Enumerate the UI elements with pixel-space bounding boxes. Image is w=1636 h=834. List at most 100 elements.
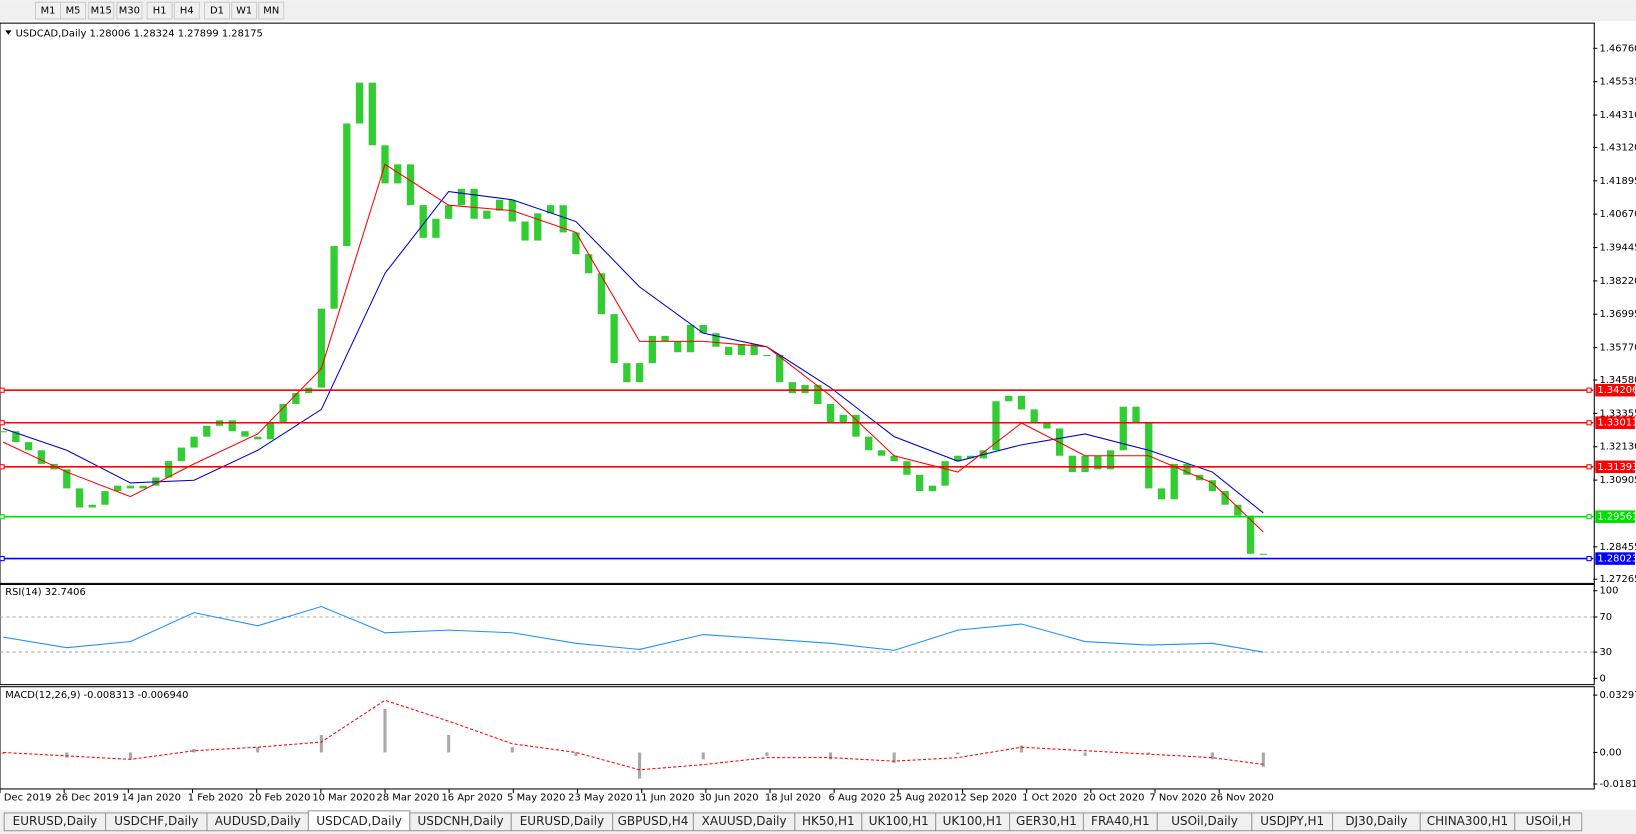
tab-label[interactable]: AUDUSD,Daily [215,814,301,828]
y-tick-label: 1.45535 [1599,77,1636,88]
candle [903,461,911,475]
timeframe-button[interactable] [173,1,200,20]
candle [1170,463,1178,500]
candle [597,273,606,315]
tab: USOil,H [1514,812,1583,832]
macd-panel [0,686,1595,790]
timeframe-button[interactable] [258,1,285,20]
date-label: 10 Mar 2020 [312,792,375,803]
level-price-label: 1.33011 [1597,418,1636,429]
candle [432,218,440,238]
tab-label[interactable]: XAUUSD,Daily [702,814,787,828]
tab: CHINA300,H1 [1419,812,1516,832]
macd-header: MACD(12,26,9) -0.008313 -0.006940 [5,690,188,701]
date-label: 7 Dec 2019 [0,792,51,803]
y-tick-label: 1.28455 [1599,542,1636,553]
candle [1030,409,1038,424]
tab: HK50,H1 [794,812,863,832]
y-tick-label: 70 [1599,612,1612,623]
candle [1094,455,1102,470]
tab-label[interactable]: USDJPY,H1 [1260,814,1324,828]
timeframe-button[interactable] [116,1,143,20]
macd-bar [1083,752,1087,756]
y-tick-label: 1.46760 [1599,43,1636,54]
date-label: 16 Apr 2020 [441,792,502,803]
tab-label[interactable]: UK100,H1 [943,814,1003,828]
y-tick-label: 1.43120 [1599,142,1636,153]
timeframe-button[interactable] [59,1,87,20]
tab-label[interactable]: DJ30,Daily [1345,814,1407,828]
tab-label[interactable]: USDCNH,Daily [417,814,503,828]
candle [966,455,975,459]
candle [1157,488,1166,500]
candle [534,213,542,241]
tab-label[interactable]: GER30,H1 [1016,814,1077,828]
candle [686,325,695,353]
candle [470,188,478,219]
candle [801,384,809,394]
tab-label[interactable]: USOil,H [1526,814,1571,828]
level-handle [0,387,5,393]
candle [572,232,580,255]
macd-bar [319,735,323,753]
candle [63,469,71,489]
candle [483,210,491,219]
macd-bar [1210,752,1214,760]
candle [37,450,45,464]
macd-bar [1,752,5,755]
candle [954,455,962,462]
toolbar [0,0,1636,22]
date-label: 25 Aug 2020 [890,792,953,803]
candle [712,333,720,347]
macd-bar [256,747,260,753]
level-handle [1586,555,1592,562]
timeframe-button[interactable] [203,1,231,20]
candle [521,221,529,241]
timeframe-button[interactable] [88,1,115,20]
y-tick-label: 0 [1599,673,1605,684]
tab-label[interactable]: CHINA300,H1 [1427,814,1508,828]
date-label: 11 Jun 2020 [635,792,695,803]
timeframe-label: M5 [66,6,81,17]
rsi-line [3,605,1264,653]
candle [839,414,847,424]
tab-frame[interactable] [1514,812,1583,832]
y-tick-label: 1.35770 [1599,343,1636,354]
tab-label[interactable]: GBPUSD,H4 [618,814,689,828]
candle [330,246,338,309]
tab-label[interactable]: HK50,H1 [802,814,855,828]
y-tick-label: 30 [1599,647,1612,658]
tab-label[interactable]: EURUSD,Daily [13,814,97,828]
tab-label[interactable]: USOil,Daily [1171,814,1238,828]
tab-label[interactable]: USDCAD,Daily [316,814,402,828]
candle [1259,553,1267,555]
timeframe-button[interactable] [146,1,173,20]
moving-average [2,163,1264,533]
candle [737,344,746,355]
candle [826,403,835,424]
candle [763,354,771,357]
candle [1068,455,1077,473]
tab-label[interactable]: FRA40,H1 [1091,814,1150,828]
macd-bar [701,752,705,760]
candle [419,205,427,238]
y-tick-label: 0.032972 [1599,690,1636,701]
y-tick-label: 100 [1599,586,1618,597]
candle [1106,450,1115,470]
candle [164,461,173,478]
timeframe-button[interactable] [231,1,258,20]
candle [254,436,262,440]
candle [279,403,287,424]
tab-label[interactable]: USDCHF,Daily [114,814,198,828]
candle [1119,406,1127,451]
level-handle [1586,387,1592,393]
macd-bar [65,752,69,758]
tab: DJ30,Daily [1332,812,1421,832]
candle [368,82,376,146]
tab-label[interactable]: UK100,H1 [869,814,929,828]
candle [814,384,822,404]
tab-label[interactable]: EURUSD,Daily [520,814,604,828]
timeframe-label: M15 [91,6,112,17]
candle [228,420,236,432]
candle [635,363,644,383]
